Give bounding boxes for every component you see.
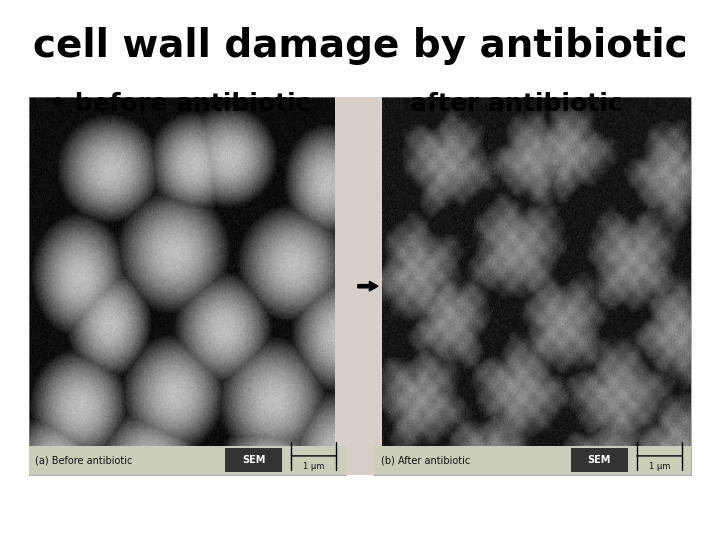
Text: SEM: SEM: [588, 455, 611, 465]
Text: 1 μm: 1 μm: [303, 462, 325, 471]
Text: cell wall damage by antibiotic: cell wall damage by antibiotic: [32, 27, 688, 65]
Text: SEM: SEM: [242, 455, 266, 465]
Text: (b) After antibiotic: (b) After antibiotic: [381, 455, 470, 465]
FancyBboxPatch shape: [225, 448, 282, 472]
Text: (a) Before antibiotic: (a) Before antibiotic: [35, 455, 132, 465]
Text: 1 μm: 1 μm: [649, 462, 670, 471]
FancyBboxPatch shape: [571, 448, 628, 472]
Text: after antibiotic: after antibiotic: [410, 92, 623, 116]
Text: • before antibiotic: • before antibiotic: [50, 92, 311, 116]
